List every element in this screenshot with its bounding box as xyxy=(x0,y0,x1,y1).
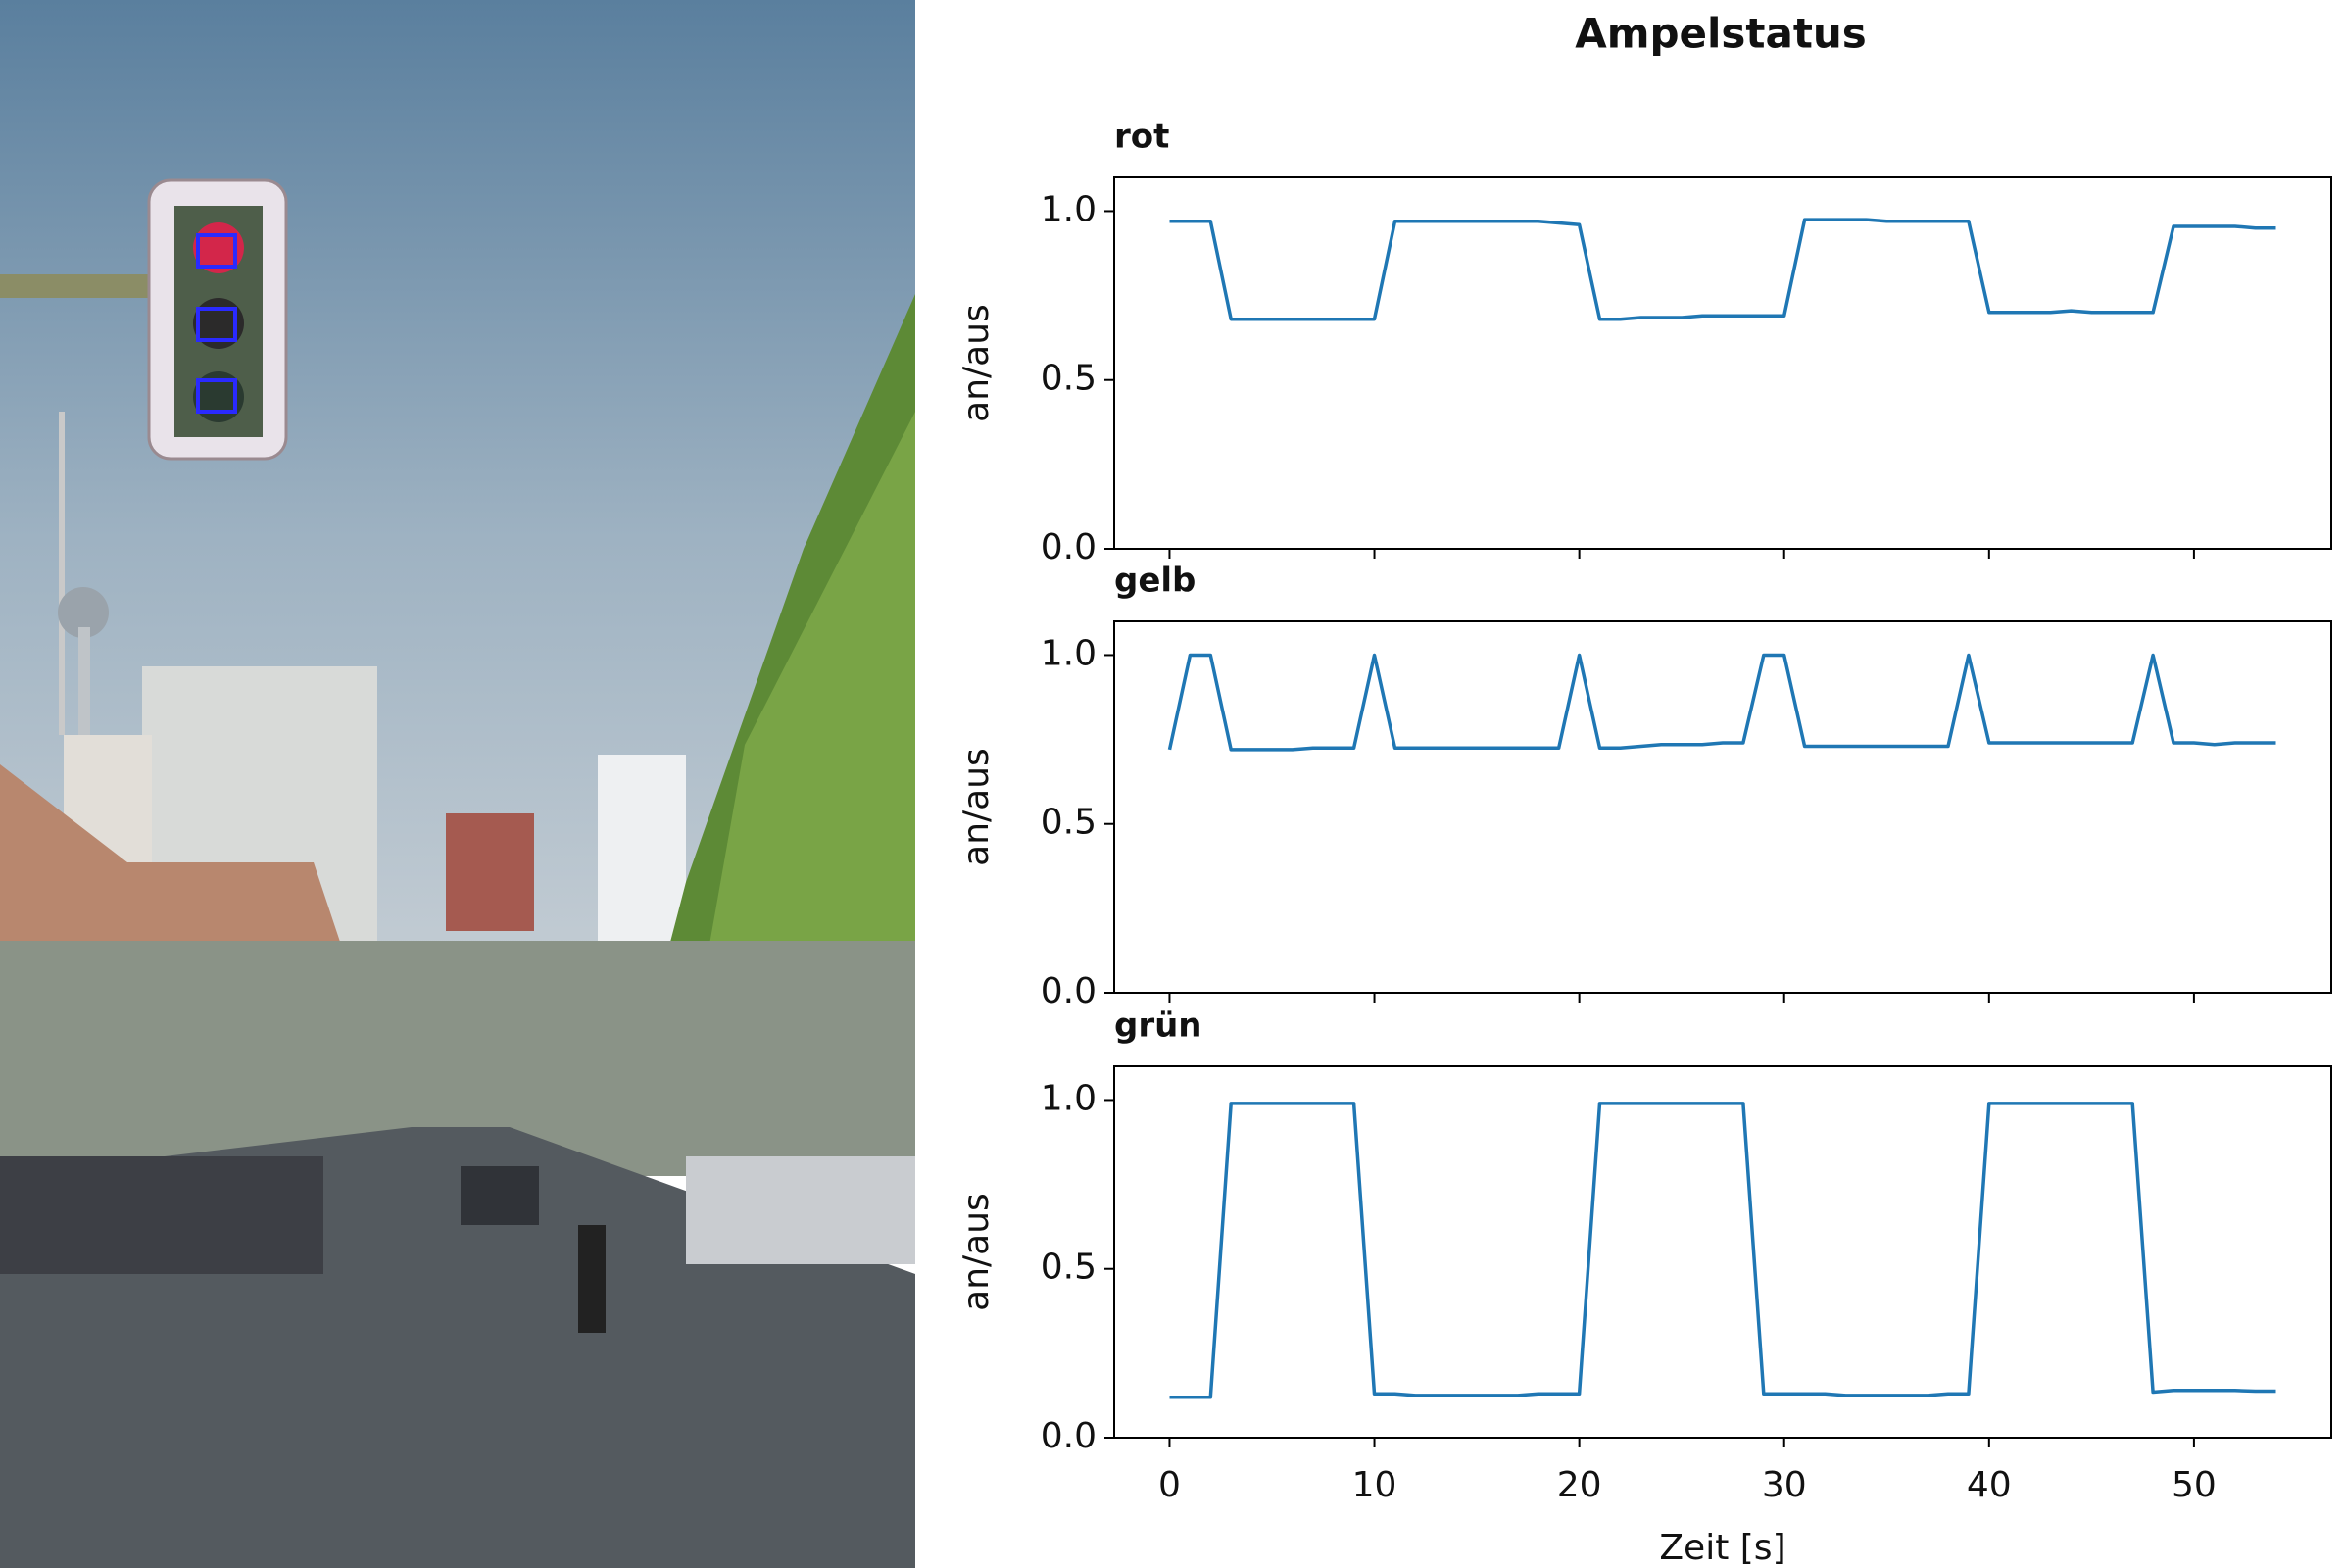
x-tick-label: 30 xyxy=(1762,1465,1807,1505)
y-tick-label: 1.0 xyxy=(1041,633,1097,673)
y-tick-label: 0.0 xyxy=(1041,527,1097,567)
y-axis-label: an/aus xyxy=(956,748,997,866)
y-axis-label: an/aus xyxy=(956,304,997,422)
series-line xyxy=(1169,218,2276,321)
y-tick-label: 0.0 xyxy=(1041,971,1097,1011)
x-tick-label: 0 xyxy=(1158,1465,1181,1505)
y-tick-label: 1.0 xyxy=(1041,1078,1097,1118)
axes-frame xyxy=(1113,620,2332,994)
x-tick-label: 40 xyxy=(1967,1465,2012,1505)
x-tick-label: 50 xyxy=(2172,1465,2217,1505)
y-axis-label: an/aus xyxy=(956,1193,997,1311)
axes-frame xyxy=(1113,1065,2332,1439)
y-tick-label: 0.0 xyxy=(1041,1416,1097,1456)
x-axis-label: Zeit [s] xyxy=(1659,1528,1785,1568)
y-tick-label: 1.0 xyxy=(1041,189,1097,229)
series-line xyxy=(1169,1102,2276,1399)
y-tick-label: 0.5 xyxy=(1041,359,1097,399)
y-tick-label: 0.5 xyxy=(1041,1248,1097,1288)
y-tick-label: 0.5 xyxy=(1041,803,1097,843)
axes-frame xyxy=(1113,176,2332,550)
subplot-title: grün xyxy=(1114,1006,1202,1046)
subplot-title: gelb xyxy=(1114,562,1196,601)
street-photo xyxy=(0,0,915,1568)
x-tick-label: 10 xyxy=(1352,1465,1397,1505)
figure-title: Ampelstatus xyxy=(1575,10,1867,58)
x-tick-label: 20 xyxy=(1557,1465,1602,1505)
subplot-title: rot xyxy=(1114,118,1169,157)
series-line xyxy=(1167,653,2276,752)
